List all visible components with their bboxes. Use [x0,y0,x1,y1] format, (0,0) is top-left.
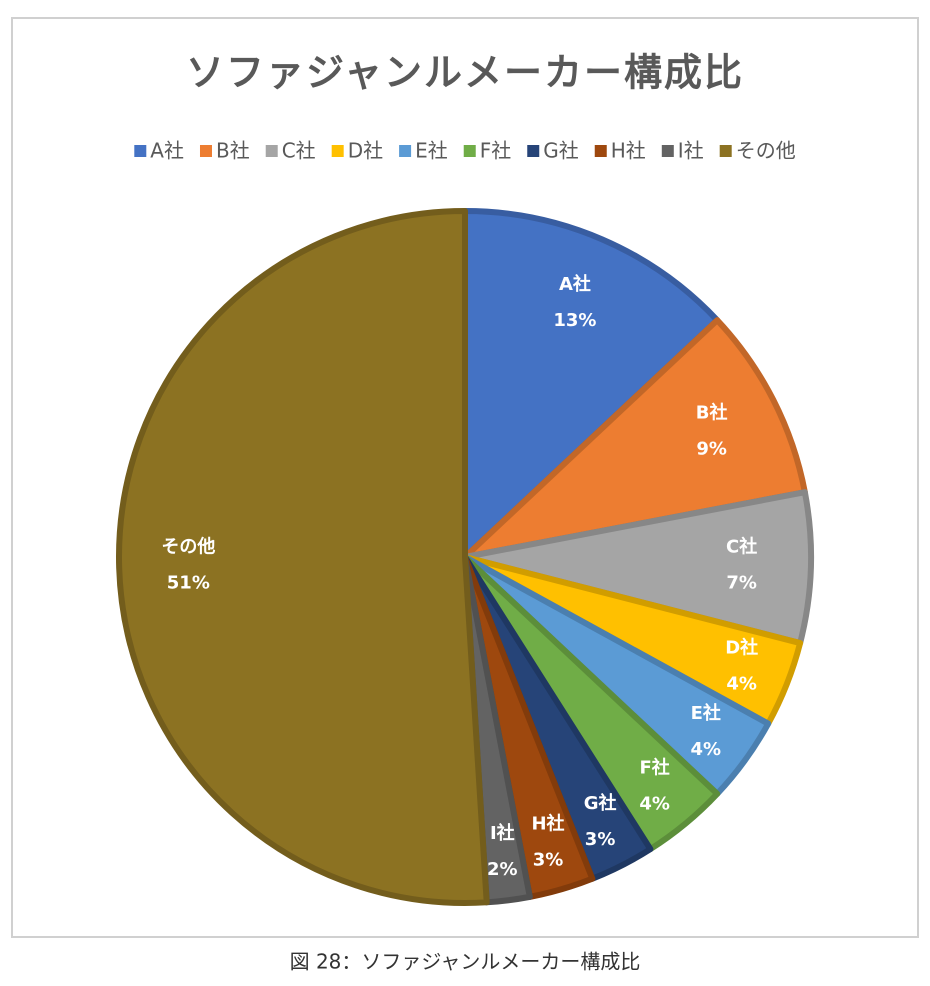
legend-swatch [399,145,412,157]
legend-label: A社 [150,139,184,163]
legend-swatch [719,145,732,157]
data-label-value: 9% [696,438,727,459]
data-label-name: F社 [640,756,670,778]
data-label-name: H社 [531,813,564,835]
data-label-value: 7% [726,573,757,594]
data-label-name: D社 [725,637,758,659]
data-label-value: 2% [487,859,518,880]
legend-swatch [331,145,344,157]
data-label-value: 4% [639,793,670,814]
data-label-value: 3% [585,829,616,850]
legend-swatch [134,145,147,157]
legend-swatch [527,145,540,157]
caption: 図 28：ソファジャンルメーカー構成比 [290,950,641,974]
legend-label: H社 [611,139,646,163]
data-label-value: 13% [553,310,596,331]
data-label-value: 51% [167,573,210,594]
legend-label: B社 [216,139,250,163]
legend-label: I社 [678,139,704,163]
legend-swatch [661,145,674,157]
data-label-name: E社 [691,702,721,724]
legend-label: C社 [282,139,316,163]
legend-label: F社 [480,139,512,163]
data-label-value: 4% [726,674,757,695]
legend: A社 B社 C社 D社 E社 F社 G社 H社 I社 その他 [134,139,796,163]
legend-label: E社 [415,139,448,163]
pie-slice [462,317,808,560]
legend-swatch [265,145,278,157]
data-label-name: C社 [726,536,757,558]
data-label-name: その他 [161,536,215,558]
legend-label: その他 [736,139,796,163]
data-label-name: G社 [584,792,617,814]
chart-title: ソファジャンルメーカー構成比 [186,51,744,95]
data-label-name: B社 [696,401,728,423]
pie-slice [462,489,814,647]
data-label-name: I社 [490,822,515,844]
pie-slice [116,208,490,906]
legend-swatch [594,145,607,157]
legend-label: G社 [543,139,579,163]
pie-slice [462,208,721,560]
legend-swatch [463,145,476,157]
legend-label: D社 [348,139,383,163]
data-label-name: A社 [559,273,591,295]
data-label-value: 3% [533,850,564,871]
data-label-value: 4% [690,739,721,760]
legend-swatch [199,145,212,157]
